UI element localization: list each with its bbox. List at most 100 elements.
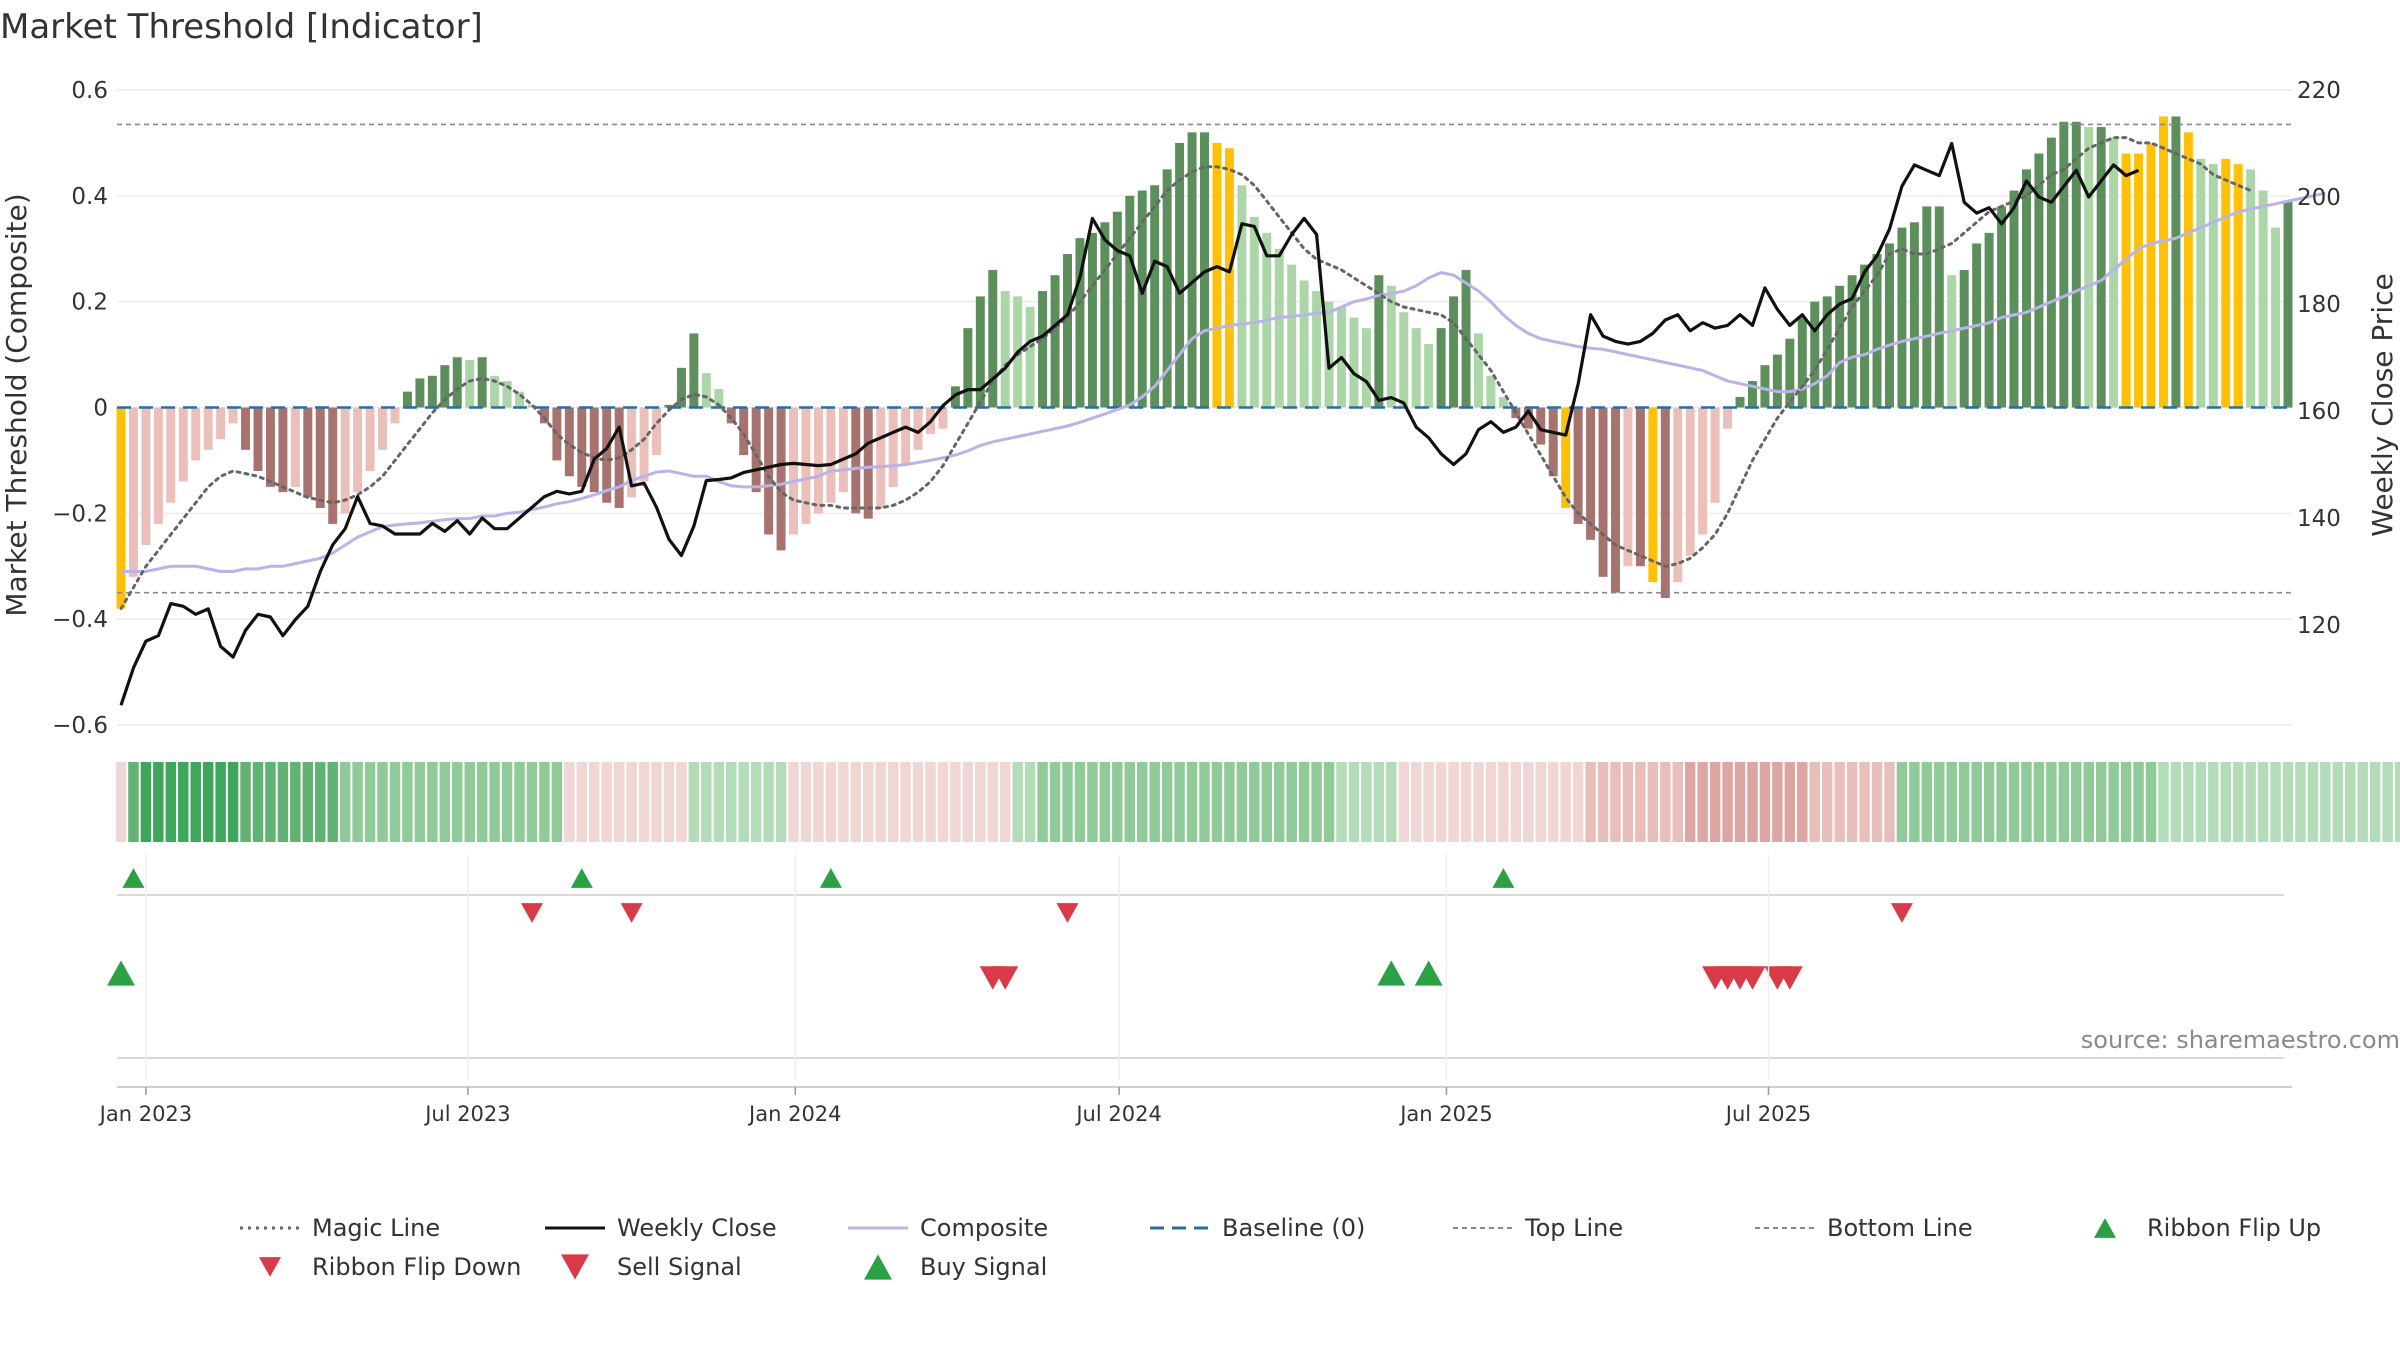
composite-bar: [1922, 206, 1932, 408]
ribbon-cell: [1996, 762, 2007, 842]
ribbon-cell: [551, 762, 563, 842]
ribbon-cell: [315, 762, 326, 842]
composite-bar: [1200, 132, 1209, 408]
ribbon-cell: [1249, 762, 1260, 842]
ribbon-cell: [2195, 762, 2207, 842]
composite-bar: [1361, 328, 1371, 408]
x-axis: Jan 2023 Jul 2023 Jan 2024 Jul 2024 Jan 2025…: [98, 855, 1811, 1126]
composite-bar: [328, 407, 338, 524]
composite-bars: [116, 116, 2293, 609]
composite-bar: [1224, 148, 1234, 408]
composite-bar: [863, 407, 873, 519]
composite-bar: [1050, 275, 1060, 408]
ribbon-cell: [825, 762, 837, 842]
composite-bar: [1063, 254, 1072, 408]
ribbon-cell: [2369, 762, 2381, 842]
ribbon-cell: [2382, 762, 2393, 842]
ribbon-cell: [339, 762, 351, 842]
ribbon-cell: [2320, 762, 2331, 842]
ribbon-cell: [1797, 762, 1808, 842]
composite-bar: [1610, 407, 1620, 593]
ribbon-cell: [564, 762, 575, 842]
legend-label: Buy Signal: [920, 1253, 1047, 1281]
composite-bar: [751, 407, 761, 493]
composite-bar: [2196, 158, 2206, 408]
composite-bar: [988, 269, 998, 408]
ribbon-cell: [1722, 762, 1733, 842]
ribbon-cell: [1946, 762, 1957, 842]
x-tick-label: Jan 2023: [98, 1102, 193, 1126]
composite-bar: [1847, 275, 1857, 408]
composite-bar: [764, 407, 774, 535]
buy-signal-marker: [107, 960, 135, 986]
ribbon-cell: [1298, 762, 1310, 842]
ribbon-cell: [526, 762, 538, 842]
ribbon-cell: [1435, 762, 1447, 842]
ribbon-cell: [1124, 762, 1136, 842]
ribbon-cell: [476, 762, 488, 842]
ribbon-cell: [1336, 762, 1347, 842]
composite-bar: [1685, 407, 1695, 556]
left-y-tick-label: 0.6: [71, 78, 108, 104]
composite-bar: [1822, 296, 1832, 408]
left-y-tick-label: 0.2: [71, 290, 108, 316]
ribbon-cell: [688, 762, 700, 842]
ribbon-cell: [1311, 762, 1322, 842]
ribbon-cell: [788, 762, 799, 842]
composite-bar: [1486, 375, 1496, 408]
ribbon-cell: [290, 762, 301, 842]
composite-bar: [1673, 407, 1683, 583]
ribbon-cell: [1186, 762, 1198, 842]
magic-line: [119, 136, 2253, 611]
ribbon-cell: [912, 762, 924, 842]
composite-bar: [739, 407, 749, 456]
ribbon-flip-down-marker: [1056, 903, 1079, 923]
composite-bar: [228, 407, 238, 424]
composite-bar: [975, 296, 985, 408]
ribbon-cell: [1386, 762, 1397, 842]
ribbon-cell: [327, 762, 338, 842]
ribbon-cell: [1871, 762, 1883, 842]
composite-bar: [851, 407, 861, 514]
ribbon-cell: [1597, 762, 1609, 842]
composite-bar: [913, 407, 923, 450]
ribbon-flip-up-marker: [819, 868, 842, 888]
ribbon-cell: [402, 762, 413, 842]
ribbon-cell: [2133, 762, 2144, 842]
ribbon-cell: [975, 762, 986, 842]
legend-label: Ribbon Flip Down: [312, 1253, 521, 1281]
composite-bar: [539, 407, 549, 424]
ribbon-cell: [676, 762, 687, 842]
ribbon-cell: [750, 762, 762, 842]
composite-bar: [2171, 116, 2181, 408]
left-y-tick-label: 0.4: [71, 184, 108, 210]
legend-label: Weekly Close: [617, 1214, 777, 1242]
composite-bar: [664, 404, 674, 408]
ribbon-cell: [302, 762, 314, 842]
right-y-tick-label: 120: [2297, 613, 2341, 639]
composite-bar: [315, 407, 325, 509]
composite-bar: [2021, 169, 2031, 408]
ribbon-flip-up-marker: [1492, 868, 1515, 888]
composite-bar: [1498, 396, 1508, 408]
legend-swatch: [864, 1254, 892, 1280]
ribbon-cell: [227, 762, 239, 842]
ribbon-cell: [2357, 762, 2368, 842]
composite-bar: [1474, 333, 1483, 408]
legend-swatch: [2094, 1218, 2116, 1238]
ribbon-cell: [352, 762, 363, 842]
composite-bar: [1723, 407, 1733, 429]
composite-bar: [452, 357, 462, 408]
composite-bar: [1872, 254, 1882, 408]
ribbon-cell: [1024, 762, 1036, 842]
ribbon-cell: [2095, 762, 2107, 842]
composite-bar: [2146, 142, 2156, 408]
ribbon-cell: [1037, 762, 1048, 842]
composite-bar: [689, 333, 699, 408]
composite-bar: [1025, 306, 1035, 408]
composite-bar: [1175, 142, 1185, 408]
ribbon-cell: [2307, 762, 2319, 842]
ribbon-cell: [1473, 762, 1484, 842]
ribbon-cell: [2008, 762, 2020, 842]
